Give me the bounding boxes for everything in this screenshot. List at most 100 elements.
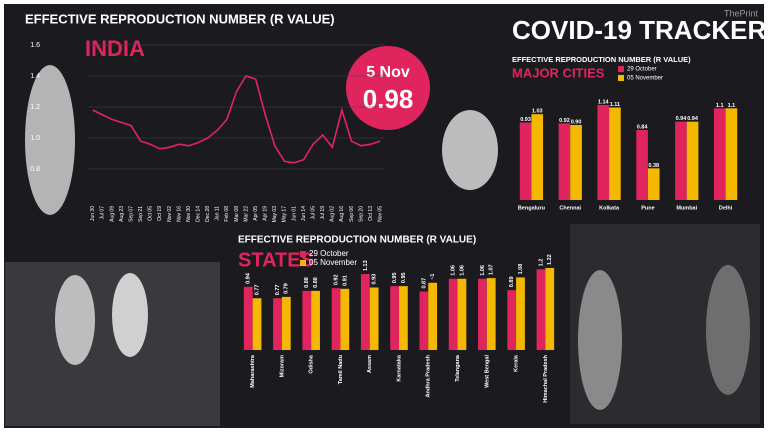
x-tick-label: May 17 — [282, 206, 288, 223]
x-tick-label: Jan 11 — [215, 206, 221, 221]
photo-figure — [442, 110, 498, 190]
bar — [331, 288, 341, 350]
x-tick-label: Jul 05 — [310, 206, 316, 220]
x-tick-label: Jul 19 — [320, 206, 326, 220]
value-label: 0.94 — [676, 116, 688, 122]
x-tick-label: Sep 20 — [358, 206, 364, 222]
x-tick-label: Aug 23 — [119, 206, 125, 222]
x-tick-label: Dec 28 — [205, 206, 211, 222]
photo-figure — [55, 275, 95, 365]
x-tick-label: Mar 22 — [243, 206, 249, 222]
legend-swatch — [300, 260, 306, 266]
bar — [713, 108, 726, 200]
x-tick-label: Karnataka — [396, 354, 402, 382]
chart-subtitle: MAJOR CITIES — [512, 65, 605, 80]
bar — [360, 274, 370, 350]
legend-swatch — [300, 251, 306, 257]
legend-label: 05 November — [627, 76, 663, 82]
x-tick-label: Maharashtra — [250, 354, 256, 388]
bar — [545, 268, 555, 350]
bar — [252, 298, 262, 350]
legend-label: 05 November — [309, 258, 357, 267]
bar — [340, 288, 350, 350]
y-tick-label: 1.4 — [30, 73, 40, 80]
badge-date: 5 Nov — [366, 64, 410, 81]
y-tick-label: 1.0 — [30, 135, 40, 142]
x-tick-label: Himachal Pradesh — [543, 354, 549, 402]
chart-title: EFFECTIVE REPRODUCTION NUMBER (R VALUE) — [512, 55, 691, 64]
chart-title: EFFECTIVE REPRODUCTION NUMBER (R VALUE) — [25, 11, 335, 26]
value-label: ~1 — [430, 274, 436, 280]
x-tick-label: Kerala — [514, 354, 520, 372]
bar — [448, 278, 458, 350]
value-label: 1.08 — [518, 264, 524, 275]
bar — [647, 168, 660, 200]
value-label: 0.84 — [637, 124, 649, 130]
value-label: 1.1 — [728, 103, 736, 109]
value-label: 0.89 — [509, 276, 515, 287]
value-label: 1.22 — [547, 254, 553, 265]
chart-subtitle: STATES — [238, 249, 314, 271]
photo-figure — [706, 265, 750, 395]
value-label: 0.93 — [372, 274, 378, 285]
bar — [609, 107, 621, 200]
value-label: 0.94 — [246, 272, 252, 284]
bar — [243, 286, 253, 350]
bar — [478, 278, 487, 350]
x-tick-label: Jul 07 — [100, 206, 106, 220]
bar — [390, 286, 399, 350]
photo-figure — [112, 273, 148, 357]
value-label: 0.92 — [559, 118, 570, 124]
legend-label: 29 October — [627, 67, 657, 73]
x-tick-label: Tamil Nadu — [338, 355, 344, 384]
value-label: 1.2 — [538, 259, 544, 267]
photo-figure — [25, 65, 75, 215]
bar — [311, 290, 320, 350]
x-tick-label: Apr 19 — [263, 206, 269, 221]
bar — [675, 121, 687, 200]
value-label: 1.1 — [716, 103, 724, 109]
bar — [531, 114, 544, 200]
bar — [428, 282, 438, 350]
x-tick-label: Aug 16 — [339, 206, 345, 222]
value-label: 1.06 — [480, 265, 486, 276]
chart-title: EFFECTIVE REPRODUCTION NUMBER (R VALUE) — [238, 235, 476, 246]
bar — [281, 296, 291, 350]
x-tick-label: Delhi — [719, 205, 733, 211]
bar — [486, 278, 496, 350]
bar — [725, 108, 738, 200]
x-tick-label: Feb 08 — [224, 206, 230, 222]
value-label: 0.77 — [254, 285, 260, 296]
value-label: 0.88 — [313, 277, 319, 288]
bar — [536, 269, 546, 350]
x-tick-label: Jun 01 — [291, 206, 297, 221]
bar — [507, 290, 517, 350]
page-title: COVID-19 TRACKER — [512, 15, 766, 45]
value-label: 1.06 — [459, 265, 465, 276]
bar — [597, 105, 610, 200]
bar — [273, 298, 282, 350]
x-tick-label: May 03 — [272, 206, 278, 223]
x-tick-label: Aug 09 — [109, 206, 115, 222]
x-tick-label: Jun 30 — [90, 206, 96, 221]
value-label: 0.95 — [392, 272, 398, 283]
bar — [636, 130, 648, 200]
x-tick-label: Sep 06 — [349, 206, 355, 222]
x-tick-label: Aug 02 — [330, 206, 336, 222]
x-tick-label: Sep 07 — [128, 206, 134, 222]
value-label: 1.06 — [451, 265, 457, 276]
value-label: 0.94 — [687, 116, 699, 122]
value-label: 1.14 — [598, 99, 610, 105]
photo-workers — [5, 262, 220, 426]
x-tick-label: Bengaluru — [518, 205, 545, 211]
x-tick-label: Oct 13 — [368, 206, 374, 221]
line — [92, 75, 381, 164]
x-tick-label: West Bengal — [484, 355, 490, 388]
value-label: 1.07 — [489, 264, 495, 275]
x-tick-label: Kolkata — [599, 205, 620, 211]
x-tick-label: Oct 05 — [148, 206, 154, 221]
photo-figure — [578, 270, 622, 410]
value-label: 0.87 — [421, 278, 427, 289]
x-tick-label: Pune — [641, 205, 654, 211]
